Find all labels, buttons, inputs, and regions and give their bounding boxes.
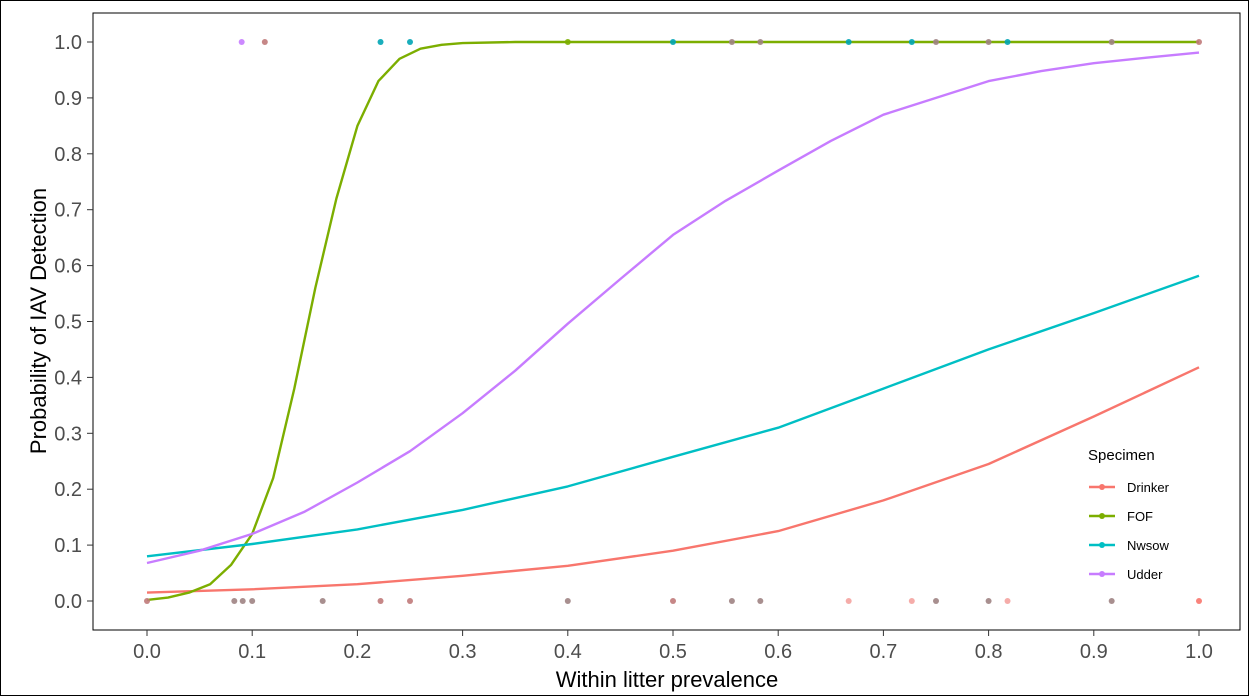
y-tick-label: 0.0: [54, 591, 82, 613]
legend-label: Nwsow: [1127, 538, 1170, 553]
x-tick-label: 0.2: [343, 641, 371, 663]
data-point: [564, 598, 571, 604]
data-point: [1108, 598, 1115, 604]
x-tick-label: 0.8: [975, 641, 1003, 663]
legend-key-point: [1099, 542, 1105, 548]
series-line-fof: [146, 40, 1199, 602]
data-point: [728, 598, 735, 604]
data-point: [845, 598, 852, 604]
data-point: [238, 39, 245, 45]
data-point: [1004, 598, 1011, 604]
y-tick-label: 0.4: [54, 367, 82, 389]
y-tick-label: 0.3: [54, 423, 82, 445]
x-axis-title: Within litter prevalence: [556, 667, 779, 692]
plot-panel: [92, 12, 1241, 631]
y-axis-title: Probability of IAV Detection: [26, 188, 51, 454]
data-point: [407, 39, 413, 45]
data-point: [239, 598, 246, 604]
data-point: [261, 39, 268, 45]
x-tick-label: 1.0: [1185, 641, 1213, 663]
data-point: [564, 39, 571, 45]
data-point: [670, 598, 676, 604]
data-point: [908, 598, 915, 604]
data-point: [985, 39, 992, 45]
data-point: [845, 39, 852, 45]
legend-title: Specimen: [1088, 447, 1155, 464]
y-tick-label: 0.8: [54, 144, 82, 166]
x-tick-label: 0.1: [238, 641, 266, 663]
y-tick-label: 0.5: [54, 312, 82, 334]
data-point: [728, 39, 735, 45]
y-tick-label: 0.7: [54, 200, 82, 222]
data-point: [231, 598, 238, 604]
data-point: [407, 598, 413, 604]
y-tick-label: 0.9: [54, 88, 82, 110]
series-line-drinker: [146, 366, 1200, 594]
data-point: [1196, 598, 1202, 604]
data-point: [1004, 39, 1011, 45]
y-tick-label: 1.0: [54, 32, 82, 54]
series-lines: [146, 40, 1200, 602]
legend-key-point: [1099, 571, 1105, 577]
legend-label: Udder: [1127, 567, 1163, 582]
series-line-nwsow: [146, 274, 1200, 558]
x-tick-label: 0.0: [133, 641, 161, 663]
y-tick-label: 0.1: [54, 535, 82, 557]
y-tick-label: 0.2: [54, 479, 82, 501]
legend-label: FOF: [1127, 509, 1153, 524]
data-point: [757, 39, 764, 45]
data-point: [319, 598, 326, 604]
data-point: [1108, 39, 1115, 45]
data-point: [985, 598, 992, 604]
x-tick-label: 0.9: [1080, 641, 1108, 663]
legend: Specimen Drinker FOF Nwsow Udder: [1088, 447, 1170, 582]
x-tick-label: 0.7: [869, 641, 897, 663]
y-tick-label: 0.6: [54, 256, 82, 278]
data-point: [670, 39, 676, 45]
series-line-udder: [146, 51, 1200, 565]
x-tick-label: 0.5: [659, 641, 687, 663]
observation-points: [144, 39, 1202, 604]
x-tick-label: 0.3: [449, 641, 477, 663]
data-point: [377, 598, 384, 604]
x-axis: 0.0 0.1 0.2 0.3 0.4 0.5 0.6 0.7 0.8 0.9 1.0: [133, 630, 1213, 663]
data-point: [908, 39, 915, 45]
data-point: [757, 598, 764, 604]
x-tick-label: 0.4: [554, 641, 582, 663]
data-point: [933, 39, 939, 45]
data-point: [1196, 39, 1202, 45]
legend-label: Drinker: [1127, 480, 1170, 495]
data-point: [249, 598, 256, 604]
data-point: [144, 598, 150, 604]
x-tick-label: 0.6: [764, 641, 792, 663]
y-axis: 0.0 0.1 0.2 0.3 0.4 0.5 0.6 0.7 0.8 0.9 1.0: [54, 32, 93, 613]
legend-key-point: [1099, 484, 1105, 490]
data-point: [377, 39, 384, 45]
data-point: [933, 598, 939, 604]
legend-key-point: [1099, 513, 1105, 519]
